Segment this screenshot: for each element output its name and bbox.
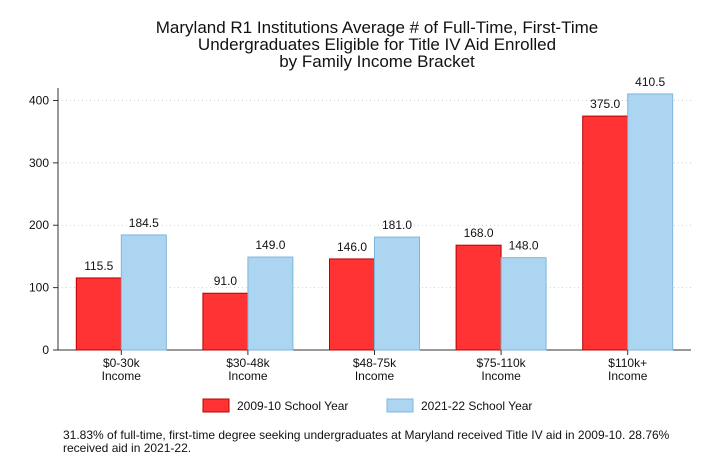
data-label-series2-cat1: 184.5 <box>129 216 159 230</box>
x-tick-label-4-line-2: Income <box>481 369 521 383</box>
data-label-series2-cat2: 149.0 <box>255 238 285 252</box>
legend-swatch-1 <box>202 398 230 413</box>
data-label-series1-cat1: 115.5 <box>84 259 113 273</box>
bar-series1-cat2 <box>202 292 249 351</box>
data-label-series1-cat5: 375.0 <box>590 97 620 111</box>
x-tick-label-3-line-2: Income <box>355 369 395 383</box>
data-label-series1-cat4: 168.0 <box>464 226 494 240</box>
bar-series2-cat1 <box>120 234 167 351</box>
bar-series2-cat4 <box>500 257 547 351</box>
x-tick-label-3-line-1: $48-75k <box>353 356 397 370</box>
y-tick-label-100: 100 <box>29 281 49 295</box>
x-tick-label-5-line-1: $110k+ <box>608 356 647 370</box>
y-tick-label-400: 400 <box>29 93 49 107</box>
data-label-series2-cat4: 148.0 <box>509 239 539 253</box>
data-label-series1-cat3: 146.0 <box>337 240 367 254</box>
bar-series1-cat4 <box>455 244 502 351</box>
bar-series1-cat1 <box>75 277 122 351</box>
bar-series2-cat5 <box>627 93 674 351</box>
bar-series1-cat5 <box>582 115 629 351</box>
chart-title-line-1: Maryland R1 Institutions Average # of Fu… <box>156 18 598 37</box>
x-tick-label-4-line-1: $75-110k <box>477 356 527 370</box>
legend-label-1: 2009-10 School Year <box>237 399 348 413</box>
bar-series2-cat3 <box>374 236 420 351</box>
x-tick-label-2-line-2: Income <box>228 369 268 383</box>
y-tick-label-300: 300 <box>29 156 49 170</box>
legend-label-2: 2021-22 School Year <box>421 399 532 413</box>
data-label-series2-cat3: 181.0 <box>382 218 412 232</box>
data-label-series1-cat2: 91.0 <box>214 274 238 288</box>
chart-title-line-3: by Family Income Bracket <box>279 52 475 71</box>
bar-series2-cat2 <box>247 256 294 351</box>
bar-series1-cat3 <box>329 258 375 351</box>
y-tick-label-200: 200 <box>29 218 49 232</box>
x-tick-label-5-line-2: Income <box>608 369 648 383</box>
chart-title-line-2: Undergraduates Eligible for Title IV Aid… <box>198 35 556 54</box>
x-tick-label-2-line-1: $30-48k <box>226 356 270 370</box>
footnote: 31.83% of full-time, first-time degree s… <box>63 428 670 455</box>
data-label-series2-cat5: 410.5 <box>635 75 665 89</box>
x-tick-label-1-line-2: Income <box>102 369 142 383</box>
legend-swatch-2 <box>386 398 414 413</box>
x-tick-label-1-line-1: $0-30k <box>103 356 141 370</box>
y-tick-label-0: 0 <box>42 343 49 357</box>
